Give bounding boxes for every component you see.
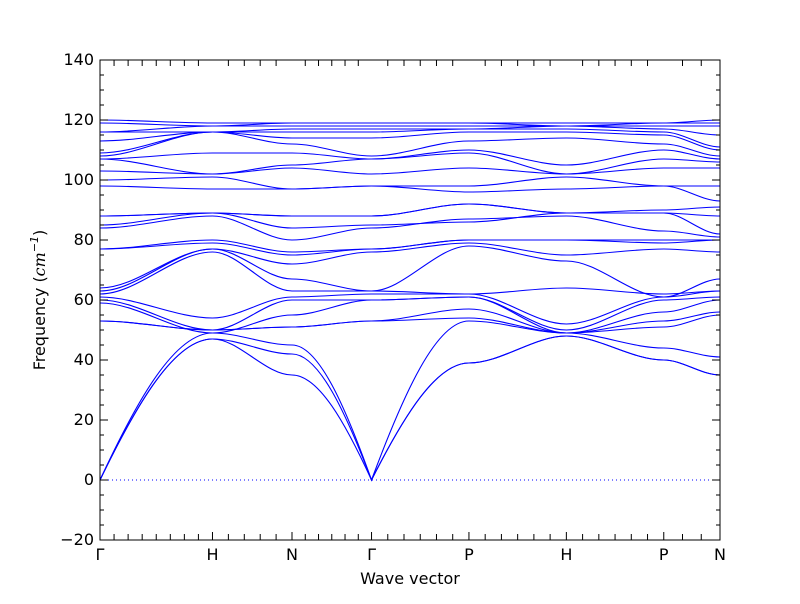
y-tick-label: 120 — [63, 110, 94, 129]
phonon-band-22 — [99, 149, 721, 166]
x-tick-label: Γ — [96, 545, 105, 564]
y-axis-label-text: Frequency — [30, 288, 49, 371]
y-axis-label-close-paren: ) — [30, 230, 49, 236]
phonon-band-1 — [99, 335, 721, 482]
phonon-band-11 — [99, 242, 721, 289]
y-tick-label: 100 — [63, 170, 94, 189]
y-axis-label-open-paren: ( — [30, 276, 49, 287]
phonon-band-21 — [99, 152, 721, 175]
phonon-band-26 — [100, 125, 721, 136]
phonon-band-9 — [99, 251, 721, 295]
y-tick-label: −20 — [60, 530, 94, 549]
y-axis-ticks: −20 0 20 40 60 80 100 120 140 — [60, 50, 720, 549]
x-tick-label: N — [714, 545, 726, 564]
x-tick-label: H — [560, 545, 572, 564]
y-tick-label: 140 — [63, 50, 94, 69]
phonon-band-2 — [99, 335, 721, 482]
x-tick-label: Γ — [367, 545, 376, 564]
x-tick-label: N — [286, 545, 298, 564]
bands-layer — [99, 119, 721, 482]
x-tick-label: P — [659, 545, 669, 564]
phonon-band-10 — [99, 245, 721, 298]
phonon-band-7 — [99, 296, 721, 331]
x-tick-label: H — [206, 545, 218, 564]
phonon-band-13 — [99, 239, 720, 253]
y-tick-label: 0 — [84, 470, 94, 489]
phonon-band-18 — [99, 185, 721, 202]
y-tick-label: 80 — [74, 230, 94, 249]
phonon-band-14 — [99, 215, 721, 241]
phonon-band-19 — [99, 176, 720, 190]
y-axis-label: Frequency (cm−1) — [28, 230, 49, 371]
y-axis-unit-exponent: −1 — [28, 236, 41, 252]
x-axis-label: Wave vector — [360, 569, 460, 588]
y-tick-label: 60 — [74, 290, 94, 309]
y-tick-label: 40 — [74, 350, 94, 369]
x-tick-label: P — [464, 545, 474, 564]
phonon-band-29 — [99, 119, 721, 124]
y-axis-unit: cm — [30, 252, 49, 276]
phonon-band-15 — [99, 212, 721, 235]
y-tick-label: 20 — [74, 410, 94, 429]
phonon-band-8 — [99, 290, 721, 325]
phonon-band-17 — [99, 203, 721, 217]
